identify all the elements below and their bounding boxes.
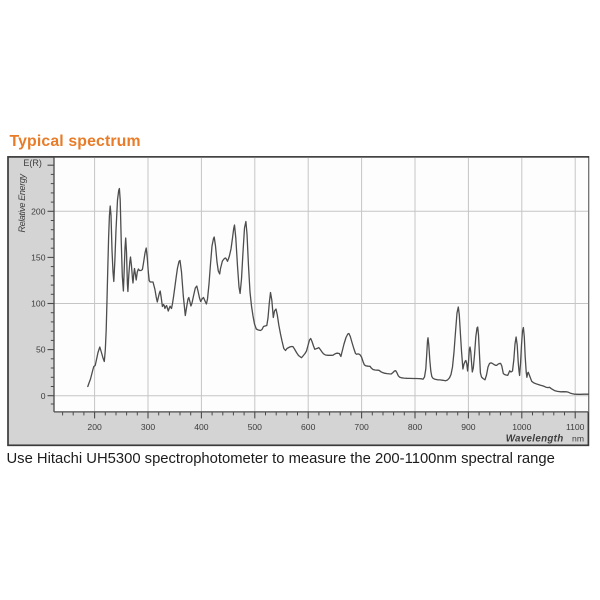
svg-text:500: 500	[248, 422, 263, 432]
svg-text:1100: 1100	[566, 422, 585, 432]
svg-text:900: 900	[461, 422, 476, 432]
svg-text:Wavelength: Wavelength	[506, 433, 564, 444]
svg-text:E(R): E(R)	[23, 158, 42, 168]
svg-text:0: 0	[41, 391, 46, 401]
svg-text:Relative Energy: Relative Energy	[17, 174, 27, 233]
svg-text:600: 600	[301, 422, 316, 432]
svg-text:50: 50	[36, 345, 46, 355]
svg-text:nm: nm	[572, 433, 584, 443]
svg-text:1000: 1000	[512, 422, 531, 432]
svg-text:800: 800	[408, 422, 423, 432]
svg-text:400: 400	[194, 422, 209, 432]
svg-text:200: 200	[87, 422, 102, 432]
svg-text:150: 150	[31, 253, 46, 263]
svg-text:200: 200	[31, 206, 46, 216]
svg-text:300: 300	[141, 422, 156, 432]
svg-text:100: 100	[31, 299, 46, 309]
svg-text:700: 700	[354, 422, 369, 432]
